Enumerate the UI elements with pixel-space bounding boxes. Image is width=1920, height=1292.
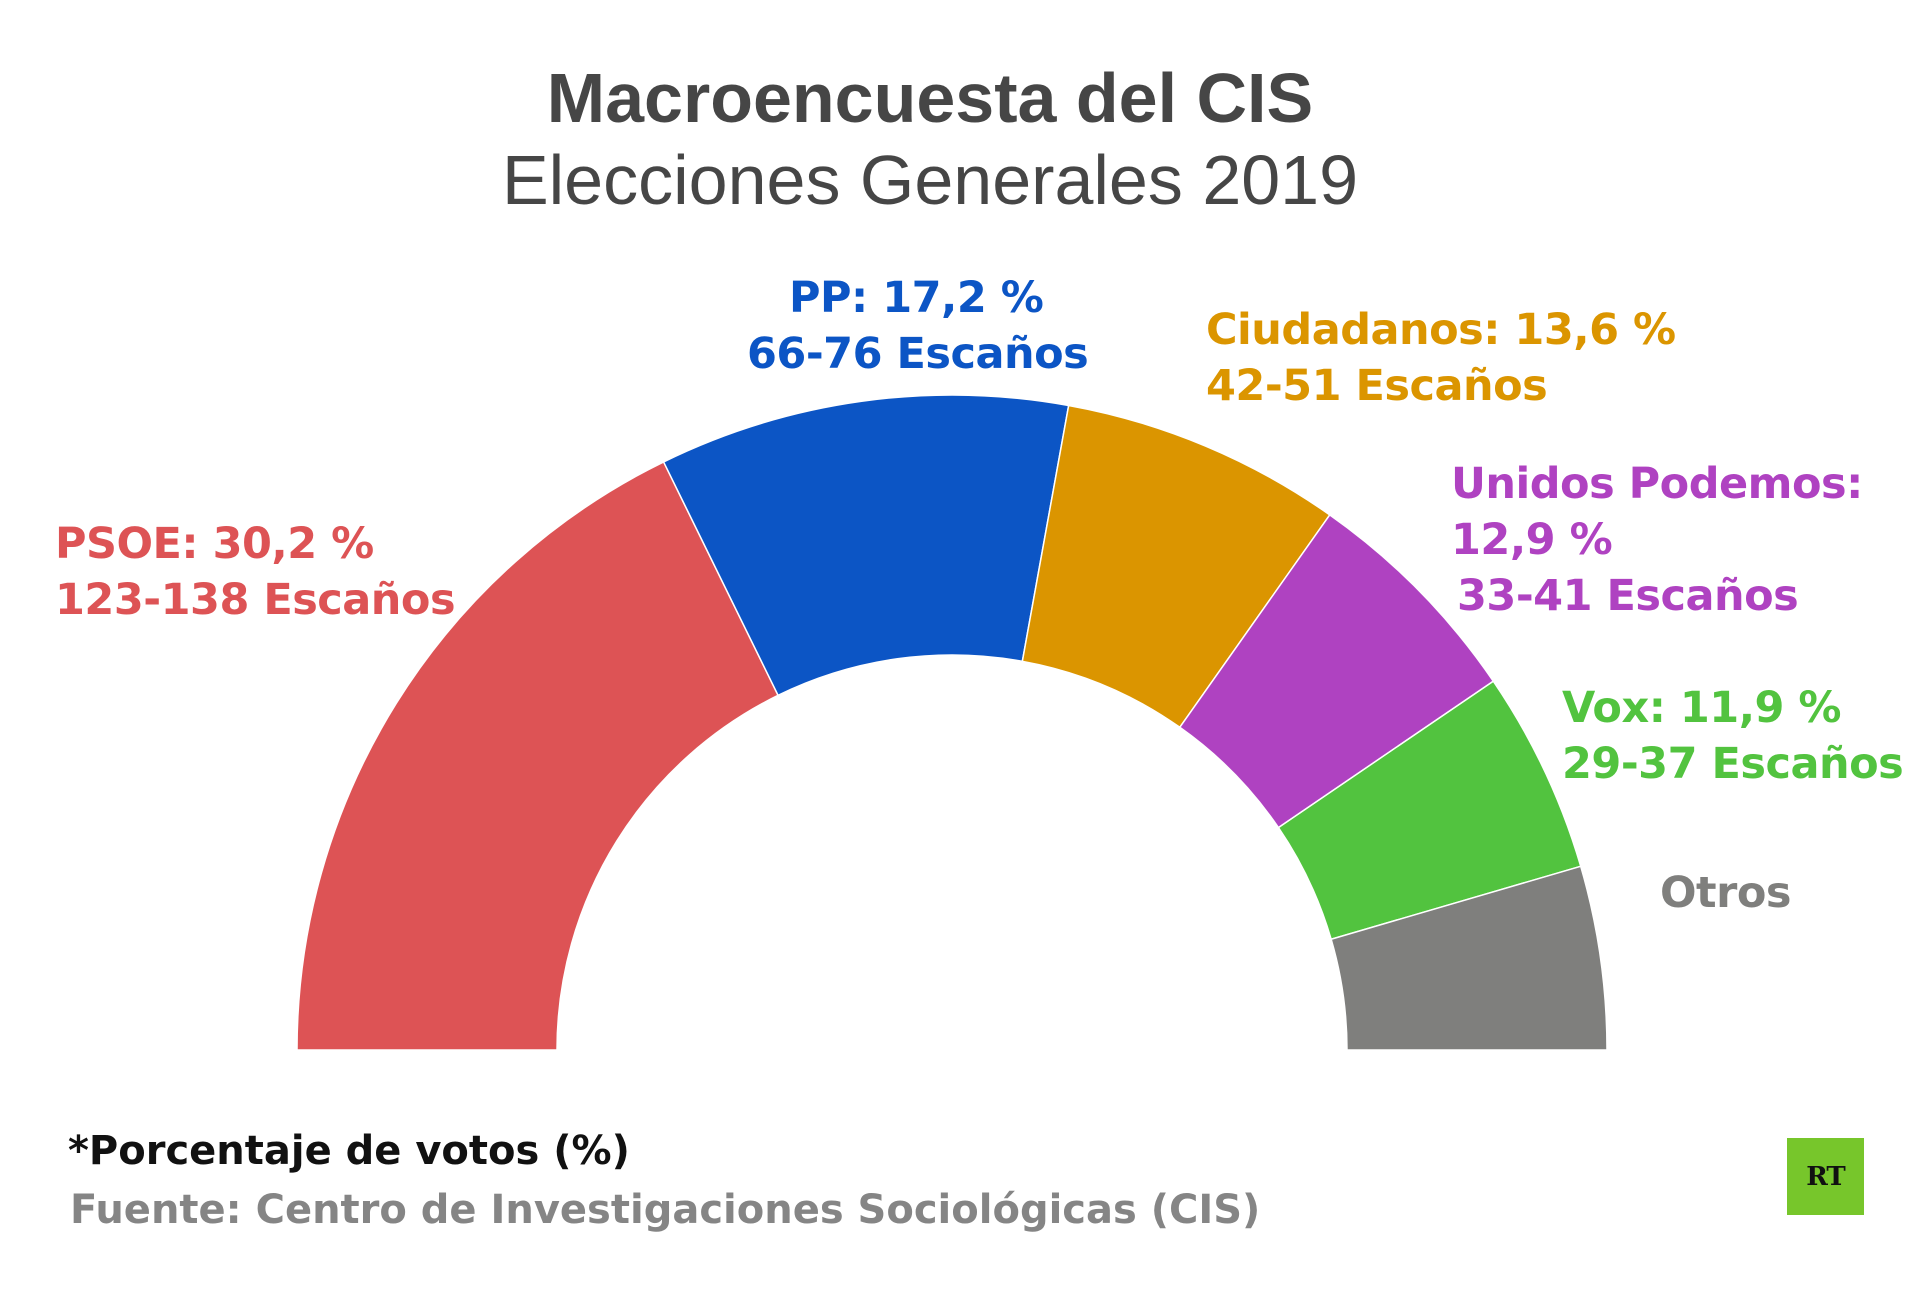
label-cs-seats: 42-51 Escaños — [1206, 361, 1548, 411]
label-vox: Vox: 11,9 % 29-37 Escaños — [1562, 680, 1904, 792]
label-up-seats: 33-41 Escaños — [1457, 571, 1799, 621]
label-otros: Otros — [1660, 865, 1791, 921]
slice-otros — [1330, 865, 1608, 1051]
rt-logo-text: RT — [1806, 1161, 1845, 1192]
label-otros-name: Otros — [1660, 868, 1791, 918]
label-pp-vote: PP: 17,2 % — [789, 273, 1044, 323]
label-up: Unidos Podemos: 12,9 % 33-41 Escaños — [1451, 456, 1863, 624]
label-pp-seats: 66-76 Escaños — [747, 329, 1089, 379]
footnote: *Porcentaje de votos (%) — [68, 1128, 630, 1174]
label-cs: Ciudadanos: 13,6 % 42-51 Escaños — [1206, 302, 1676, 414]
slice-psoe — [296, 460, 780, 1051]
source-line: Fuente: Centro de Investigaciones Sociol… — [70, 1187, 1261, 1233]
label-up-name: Unidos Podemos: — [1451, 459, 1863, 509]
label-psoe-vote: PSOE: 30,2 % — [55, 519, 374, 569]
chart-title: Macroencuesta del CIS — [546, 59, 1314, 137]
rt-logo: RT — [1787, 1138, 1864, 1215]
label-cs-vote: Ciudadanos: 13,6 % — [1206, 305, 1676, 355]
label-up-vote: 12,9 % — [1451, 515, 1613, 565]
label-pp: PP: 17,2 % 66-76 Escaños — [747, 270, 1089, 382]
chart-subtitle: Elecciones Generales 2019 — [501, 141, 1359, 219]
label-vox-vote: Vox: 11,9 % — [1562, 683, 1842, 733]
label-vox-seats: 29-37 Escaños — [1562, 739, 1904, 789]
label-psoe: PSOE: 30,2 % 123-138 Escaños — [55, 516, 456, 628]
label-psoe-seats: 123-138 Escaños — [55, 575, 456, 625]
